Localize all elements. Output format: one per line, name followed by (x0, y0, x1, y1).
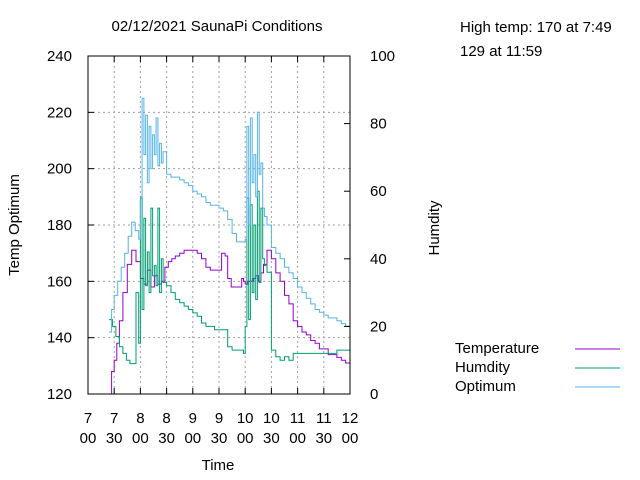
x-tick-label-hour: 9 (189, 410, 197, 427)
x-tick-label-hour: 11 (316, 410, 332, 427)
x-tick-label-hour: 7 (110, 410, 118, 427)
x-tick-label-minute: 30 (106, 430, 123, 447)
x-tick-label-hour: 8 (136, 410, 144, 427)
y2-axis-label: Humdity (426, 200, 443, 256)
low-temp-info: 129 at 11:59 (460, 43, 542, 60)
high-temp-info: High temp: 170 at 7:49 (460, 19, 612, 36)
x-tick-label-minute: 00 (289, 430, 306, 447)
chart-title: 02/12/2021 SaunaPi Conditions (112, 18, 323, 35)
legend: Temperature Humdity Optimum (455, 340, 620, 395)
temperature-line (109, 249, 351, 395)
y-tick-label: 200 (47, 161, 72, 178)
x-tick-label-minute: 00 (184, 430, 201, 447)
x-tick-label-minute: 30 (263, 430, 280, 447)
x-tick-label-minute: 00 (342, 430, 359, 447)
legend-label-humidity: Humdity (455, 359, 511, 376)
x-tick-label-minute: 30 (158, 430, 175, 447)
y2-tick-label: 0 (370, 386, 378, 403)
y2-tick-label: 80 (370, 116, 387, 133)
humidity-line (109, 190, 350, 365)
optimum-line (109, 97, 351, 333)
x-tick-label-hour: 11 (290, 410, 306, 427)
grid-lines (88, 56, 350, 394)
y2-tick-label: 20 (370, 318, 387, 335)
x-tick-label-hour: 12 (342, 410, 359, 427)
series-layer (109, 97, 351, 395)
x-tick-label-hour: 7 (84, 410, 92, 427)
y2-tick-label: 100 (370, 48, 395, 65)
y-tick-label: 220 (47, 104, 72, 121)
legend-label-temperature: Temperature (455, 340, 539, 357)
y-axis-label: Temp Optimum (6, 174, 23, 276)
x-tick-label-minute: 00 (237, 430, 254, 447)
x-tick-label-hour: 9 (215, 410, 223, 427)
y2-tick-label: 60 (370, 183, 387, 200)
legend-label-optimum: Optimum (455, 378, 516, 395)
y-tick-label: 120 (47, 386, 72, 403)
x-tick-label-minute: 30 (315, 430, 332, 447)
y-tick-label: 160 (47, 273, 72, 290)
y-tick-label: 240 (47, 48, 72, 65)
x-tick-label-hour: 10 (263, 410, 280, 427)
y-tick-label: 180 (47, 217, 72, 234)
x-axis-label: Time (202, 457, 235, 474)
y-tick-label: 140 (47, 330, 72, 347)
y2-tick-label: 40 (370, 251, 387, 268)
x-tick-label-minute: 00 (132, 430, 149, 447)
axis-ticks: 7007308008309009301000103011001130120012… (47, 48, 395, 447)
x-tick-label-hour: 8 (162, 410, 170, 427)
x-tick-label-minute: 00 (80, 430, 97, 447)
x-tick-label-hour: 10 (237, 410, 254, 427)
x-tick-label-minute: 30 (211, 430, 228, 447)
